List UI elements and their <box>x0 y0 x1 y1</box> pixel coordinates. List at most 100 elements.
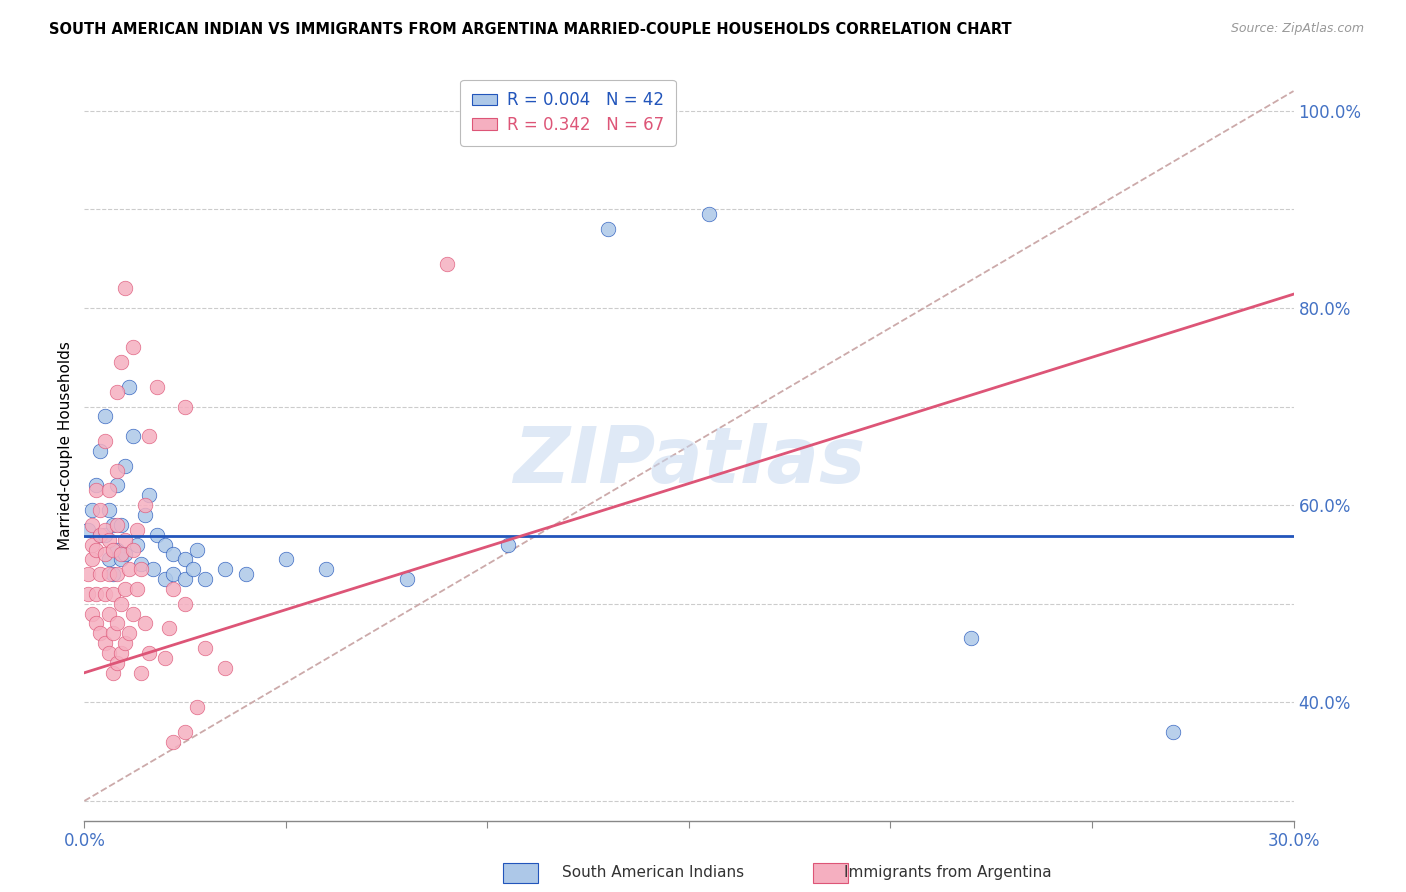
Point <box>118 626 141 640</box>
Point <box>110 552 132 566</box>
Point <box>97 552 120 566</box>
Point <box>89 567 111 582</box>
Point <box>697 207 720 221</box>
Point <box>138 429 160 443</box>
Point <box>235 567 257 582</box>
Point <box>97 646 120 660</box>
Point <box>125 582 148 596</box>
Point <box>89 527 111 541</box>
Point <box>110 517 132 532</box>
Point <box>77 567 100 582</box>
Point <box>89 444 111 458</box>
Point <box>181 562 204 576</box>
Point <box>157 621 180 635</box>
Text: Immigrants from Argentina: Immigrants from Argentina <box>844 865 1052 880</box>
Legend: R = 0.004   N = 42, R = 0.342   N = 67: R = 0.004 N = 42, R = 0.342 N = 67 <box>460 79 676 145</box>
Point <box>194 641 217 656</box>
Text: Source: ZipAtlas.com: Source: ZipAtlas.com <box>1230 22 1364 36</box>
Point <box>105 656 128 670</box>
Point <box>97 503 120 517</box>
Point <box>93 548 115 562</box>
Point <box>174 572 197 586</box>
Point <box>114 533 136 547</box>
Point <box>153 651 176 665</box>
Point <box>82 503 104 517</box>
Point <box>134 508 156 522</box>
Point <box>121 340 143 354</box>
Point <box>214 562 236 576</box>
Point <box>174 597 197 611</box>
Point <box>105 542 128 557</box>
Point <box>118 562 141 576</box>
Point <box>125 538 148 552</box>
Point <box>82 552 104 566</box>
Point <box>186 542 208 557</box>
Point <box>162 735 184 749</box>
Point <box>89 527 111 541</box>
Point <box>93 587 115 601</box>
Point <box>110 548 132 562</box>
Point <box>93 409 115 424</box>
Point <box>93 523 115 537</box>
Point <box>110 597 132 611</box>
Point <box>496 538 519 552</box>
Point <box>114 458 136 473</box>
Point <box>142 562 165 576</box>
Point <box>105 567 128 582</box>
Point <box>134 498 156 512</box>
Point <box>105 464 128 478</box>
Point <box>129 665 152 680</box>
Point <box>146 527 169 541</box>
Point <box>153 572 176 586</box>
Point <box>82 607 104 621</box>
Point <box>125 523 148 537</box>
Point <box>110 646 132 660</box>
Point <box>194 572 217 586</box>
Point <box>118 380 141 394</box>
Point <box>138 488 160 502</box>
Point <box>82 517 104 532</box>
Point <box>93 636 115 650</box>
Point <box>960 632 983 646</box>
Point <box>134 616 156 631</box>
Point <box>105 478 128 492</box>
Text: ZIPatlas: ZIPatlas <box>513 423 865 499</box>
Point <box>114 582 136 596</box>
Point <box>598 222 620 236</box>
Point <box>162 548 184 562</box>
Point <box>97 607 120 621</box>
Point <box>97 483 120 498</box>
Y-axis label: Married-couple Households: Married-couple Households <box>58 342 73 550</box>
Point <box>162 582 184 596</box>
Point <box>97 567 120 582</box>
Point <box>138 646 160 660</box>
Point <box>89 626 111 640</box>
Text: SOUTH AMERICAN INDIAN VS IMMIGRANTS FROM ARGENTINA MARRIED-COUPLE HOUSEHOLDS COR: SOUTH AMERICAN INDIAN VS IMMIGRANTS FROM… <box>49 22 1012 37</box>
Point <box>77 523 100 537</box>
Point <box>110 355 132 369</box>
Point <box>105 517 128 532</box>
Point <box>174 400 197 414</box>
Point <box>186 700 208 714</box>
Point <box>162 567 184 582</box>
Point <box>86 587 108 601</box>
Point <box>105 384 128 399</box>
Point <box>129 558 152 572</box>
Point <box>1161 725 1184 739</box>
Point <box>114 548 136 562</box>
Point <box>121 429 143 443</box>
Point <box>105 616 128 631</box>
Point <box>97 533 120 547</box>
Point <box>93 434 115 448</box>
Point <box>82 538 104 552</box>
Point <box>436 257 458 271</box>
Point <box>86 483 108 498</box>
Point <box>121 607 143 621</box>
Point <box>274 552 297 566</box>
Point <box>114 281 136 295</box>
Point <box>315 562 337 576</box>
Point <box>395 572 418 586</box>
Point <box>86 616 108 631</box>
Point <box>101 517 124 532</box>
Point <box>101 587 124 601</box>
